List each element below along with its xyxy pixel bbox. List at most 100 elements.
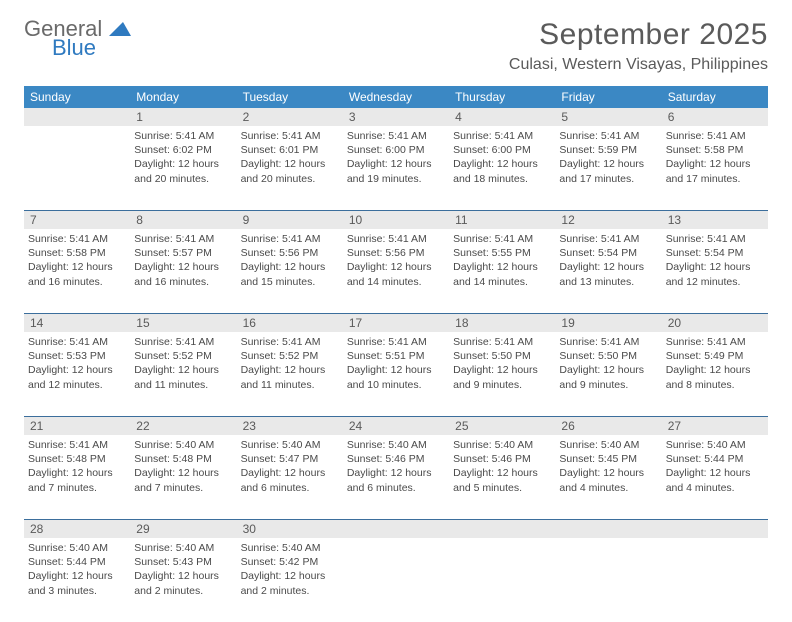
day-number-cell: 12 xyxy=(555,211,661,229)
day-number-cell: 18 xyxy=(449,314,555,332)
day-number-cell xyxy=(555,520,661,538)
day-cell: Sunrise: 5:41 AMSunset: 6:00 PMDaylight:… xyxy=(449,126,555,210)
day-number-cell: 27 xyxy=(662,417,768,435)
day-number-cell: 23 xyxy=(237,417,343,435)
day-header-cell: Saturday xyxy=(662,86,768,108)
daylight-text: Daylight: 12 hours and 4 minutes. xyxy=(666,466,764,494)
day-cell: Sunrise: 5:41 AMSunset: 5:55 PMDaylight:… xyxy=(449,229,555,313)
day-cell: Sunrise: 5:40 AMSunset: 5:44 PMDaylight:… xyxy=(24,538,130,622)
day-info: Sunrise: 5:41 AMSunset: 5:56 PMDaylight:… xyxy=(347,232,445,289)
sunset-text: Sunset: 5:55 PM xyxy=(453,246,551,260)
sunset-text: Sunset: 5:51 PM xyxy=(347,349,445,363)
day-info: Sunrise: 5:41 AMSunset: 6:00 PMDaylight:… xyxy=(347,129,445,186)
sunrise-text: Sunrise: 5:41 AM xyxy=(666,232,764,246)
daylight-text: Daylight: 12 hours and 6 minutes. xyxy=(347,466,445,494)
sunset-text: Sunset: 5:46 PM xyxy=(347,452,445,466)
day-cell: Sunrise: 5:41 AMSunset: 5:50 PMDaylight:… xyxy=(449,332,555,416)
day-number-cell: 6 xyxy=(662,108,768,126)
daylight-text: Daylight: 12 hours and 16 minutes. xyxy=(28,260,126,288)
day-info: Sunrise: 5:41 AMSunset: 5:57 PMDaylight:… xyxy=(134,232,232,289)
day-info: Sunrise: 5:41 AMSunset: 5:56 PMDaylight:… xyxy=(241,232,339,289)
day-info: Sunrise: 5:40 AMSunset: 5:43 PMDaylight:… xyxy=(134,541,232,598)
day-number-cell: 7 xyxy=(24,211,130,229)
day-cell: Sunrise: 5:40 AMSunset: 5:46 PMDaylight:… xyxy=(449,435,555,519)
location-text: Culasi, Western Visayas, Philippines xyxy=(509,56,768,74)
sunset-text: Sunset: 5:42 PM xyxy=(241,555,339,569)
daylight-text: Daylight: 12 hours and 20 minutes. xyxy=(241,157,339,185)
day-number-cell: 8 xyxy=(130,211,236,229)
day-number-cell: 26 xyxy=(555,417,661,435)
day-cell: Sunrise: 5:40 AMSunset: 5:47 PMDaylight:… xyxy=(237,435,343,519)
day-info: Sunrise: 5:41 AMSunset: 5:52 PMDaylight:… xyxy=(134,335,232,392)
day-cell: Sunrise: 5:41 AMSunset: 5:56 PMDaylight:… xyxy=(343,229,449,313)
sunset-text: Sunset: 5:49 PM xyxy=(666,349,764,363)
daylight-text: Daylight: 12 hours and 12 minutes. xyxy=(28,363,126,391)
day-number-cell: 25 xyxy=(449,417,555,435)
sunrise-text: Sunrise: 5:41 AM xyxy=(453,232,551,246)
day-number-cell: 30 xyxy=(237,520,343,538)
day-cell: Sunrise: 5:40 AMSunset: 5:48 PMDaylight:… xyxy=(130,435,236,519)
week-row: Sunrise: 5:40 AMSunset: 5:44 PMDaylight:… xyxy=(24,538,768,622)
sunrise-text: Sunrise: 5:41 AM xyxy=(28,335,126,349)
day-cell: Sunrise: 5:40 AMSunset: 5:44 PMDaylight:… xyxy=(662,435,768,519)
daylight-text: Daylight: 12 hours and 9 minutes. xyxy=(453,363,551,391)
sunrise-text: Sunrise: 5:41 AM xyxy=(347,335,445,349)
sunrise-text: Sunrise: 5:40 AM xyxy=(134,541,232,555)
logo-triangle-icon xyxy=(109,23,131,40)
day-info: Sunrise: 5:41 AMSunset: 5:51 PMDaylight:… xyxy=(347,335,445,392)
daylight-text: Daylight: 12 hours and 2 minutes. xyxy=(241,569,339,597)
day-cell: Sunrise: 5:41 AMSunset: 6:02 PMDaylight:… xyxy=(130,126,236,210)
daylight-text: Daylight: 12 hours and 17 minutes. xyxy=(666,157,764,185)
logo: General Blue xyxy=(24,18,131,60)
day-info: Sunrise: 5:41 AMSunset: 5:50 PMDaylight:… xyxy=(453,335,551,392)
daylight-text: Daylight: 12 hours and 8 minutes. xyxy=(666,363,764,391)
sunrise-text: Sunrise: 5:41 AM xyxy=(559,129,657,143)
sunset-text: Sunset: 5:44 PM xyxy=(666,452,764,466)
day-header-cell: Friday xyxy=(555,86,661,108)
day-cell xyxy=(343,538,449,622)
week-row: Sunrise: 5:41 AMSunset: 5:53 PMDaylight:… xyxy=(24,332,768,417)
day-info: Sunrise: 5:41 AMSunset: 5:59 PMDaylight:… xyxy=(559,129,657,186)
sunset-text: Sunset: 5:52 PM xyxy=(134,349,232,363)
sunrise-text: Sunrise: 5:41 AM xyxy=(134,129,232,143)
sunset-text: Sunset: 6:00 PM xyxy=(347,143,445,157)
day-cell: Sunrise: 5:41 AMSunset: 5:57 PMDaylight:… xyxy=(130,229,236,313)
sunset-text: Sunset: 5:50 PM xyxy=(559,349,657,363)
sunset-text: Sunset: 5:48 PM xyxy=(134,452,232,466)
day-cell: Sunrise: 5:41 AMSunset: 5:51 PMDaylight:… xyxy=(343,332,449,416)
sunset-text: Sunset: 5:58 PM xyxy=(666,143,764,157)
day-info: Sunrise: 5:40 AMSunset: 5:45 PMDaylight:… xyxy=(559,438,657,495)
day-cell: Sunrise: 5:41 AMSunset: 5:52 PMDaylight:… xyxy=(130,332,236,416)
day-cell: Sunrise: 5:41 AMSunset: 6:01 PMDaylight:… xyxy=(237,126,343,210)
daylight-text: Daylight: 12 hours and 2 minutes. xyxy=(134,569,232,597)
week-row: Sunrise: 5:41 AMSunset: 5:58 PMDaylight:… xyxy=(24,229,768,314)
sunrise-text: Sunrise: 5:41 AM xyxy=(347,232,445,246)
sunset-text: Sunset: 5:48 PM xyxy=(28,452,126,466)
sunset-text: Sunset: 5:50 PM xyxy=(453,349,551,363)
day-number-cell: 4 xyxy=(449,108,555,126)
daylight-text: Daylight: 12 hours and 20 minutes. xyxy=(134,157,232,185)
sunrise-text: Sunrise: 5:41 AM xyxy=(241,129,339,143)
sunrise-text: Sunrise: 5:41 AM xyxy=(134,335,232,349)
day-number-cell: 10 xyxy=(343,211,449,229)
week-row: Sunrise: 5:41 AMSunset: 5:48 PMDaylight:… xyxy=(24,435,768,520)
day-number-cell: 5 xyxy=(555,108,661,126)
sunrise-text: Sunrise: 5:41 AM xyxy=(559,335,657,349)
day-number-cell: 20 xyxy=(662,314,768,332)
sunrise-text: Sunrise: 5:41 AM xyxy=(666,335,764,349)
daylight-text: Daylight: 12 hours and 18 minutes. xyxy=(453,157,551,185)
daylight-text: Daylight: 12 hours and 4 minutes. xyxy=(559,466,657,494)
day-cell: Sunrise: 5:41 AMSunset: 5:54 PMDaylight:… xyxy=(662,229,768,313)
sunrise-text: Sunrise: 5:41 AM xyxy=(347,129,445,143)
sunrise-text: Sunrise: 5:41 AM xyxy=(453,335,551,349)
day-number-cell: 11 xyxy=(449,211,555,229)
sunset-text: Sunset: 5:46 PM xyxy=(453,452,551,466)
day-number-cell: 15 xyxy=(130,314,236,332)
day-cell: Sunrise: 5:41 AMSunset: 5:49 PMDaylight:… xyxy=(662,332,768,416)
day-cell xyxy=(555,538,661,622)
sunrise-text: Sunrise: 5:41 AM xyxy=(241,232,339,246)
sunrise-text: Sunrise: 5:40 AM xyxy=(241,438,339,452)
day-number-cell: 28 xyxy=(24,520,130,538)
day-number-cell: 14 xyxy=(24,314,130,332)
sunset-text: Sunset: 5:47 PM xyxy=(241,452,339,466)
